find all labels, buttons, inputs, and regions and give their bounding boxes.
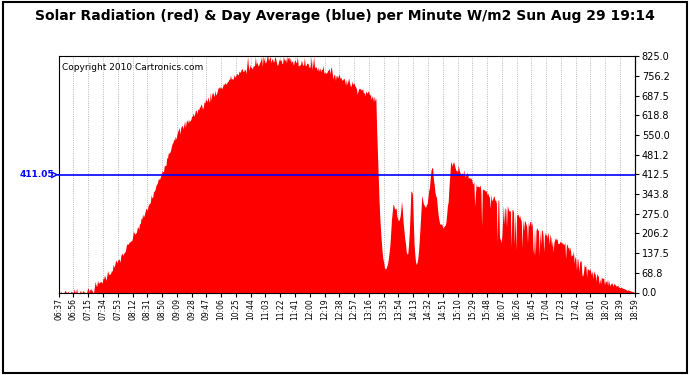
Text: Copyright 2010 Cartronics.com: Copyright 2010 Cartronics.com [61,63,203,72]
Text: 411.05: 411.05 [19,170,54,179]
Text: Solar Radiation (red) & Day Average (blue) per Minute W/m2 Sun Aug 29 19:14: Solar Radiation (red) & Day Average (blu… [35,9,655,23]
